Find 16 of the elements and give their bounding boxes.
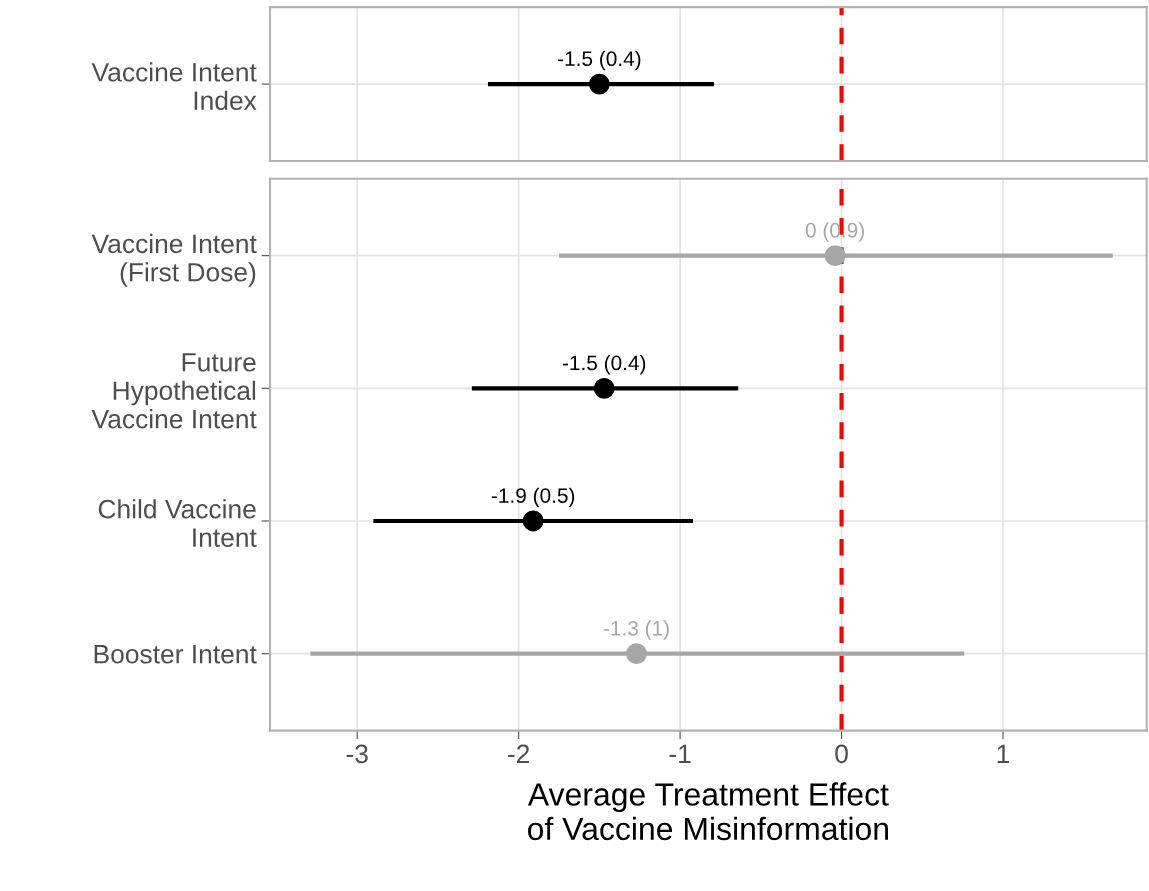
- y-tick-label: Vaccine Intent (First Dose): [91, 233, 257, 287]
- y-tick-label: Booster Intent: [94, 645, 257, 664]
- y-tick-label: Child Vaccine Intent: [98, 499, 257, 547]
- x-tick-label: 0: [835, 744, 848, 764]
- data-label: -1.5 (0.4): [558, 50, 641, 71]
- x-axis-title: Average Treatment Effect of Vaccine Misinformation: [527, 782, 889, 841]
- y-tick-label: Vaccine Intent Index: [91, 62, 257, 111]
- y-tick-label: Future Hypothetical Vaccine Intent: [91, 353, 257, 429]
- data-label: 0 (0.9): [805, 222, 864, 242]
- x-tick-label: -2: [508, 744, 530, 763]
- data-label: -1.3 (1): [603, 620, 669, 640]
- x-tick-label: 1: [997, 744, 1010, 763]
- x-tick-label: -1: [669, 744, 691, 763]
- data-label: -1.9 (0.5): [491, 487, 575, 508]
- data-label: -1.5 (0.4): [562, 355, 646, 375]
- x-tick-label: -3: [346, 744, 368, 764]
